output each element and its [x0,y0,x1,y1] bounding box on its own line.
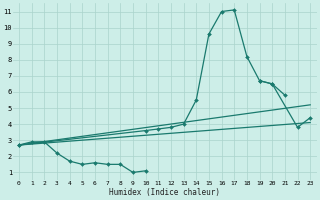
X-axis label: Humidex (Indice chaleur): Humidex (Indice chaleur) [109,188,220,197]
